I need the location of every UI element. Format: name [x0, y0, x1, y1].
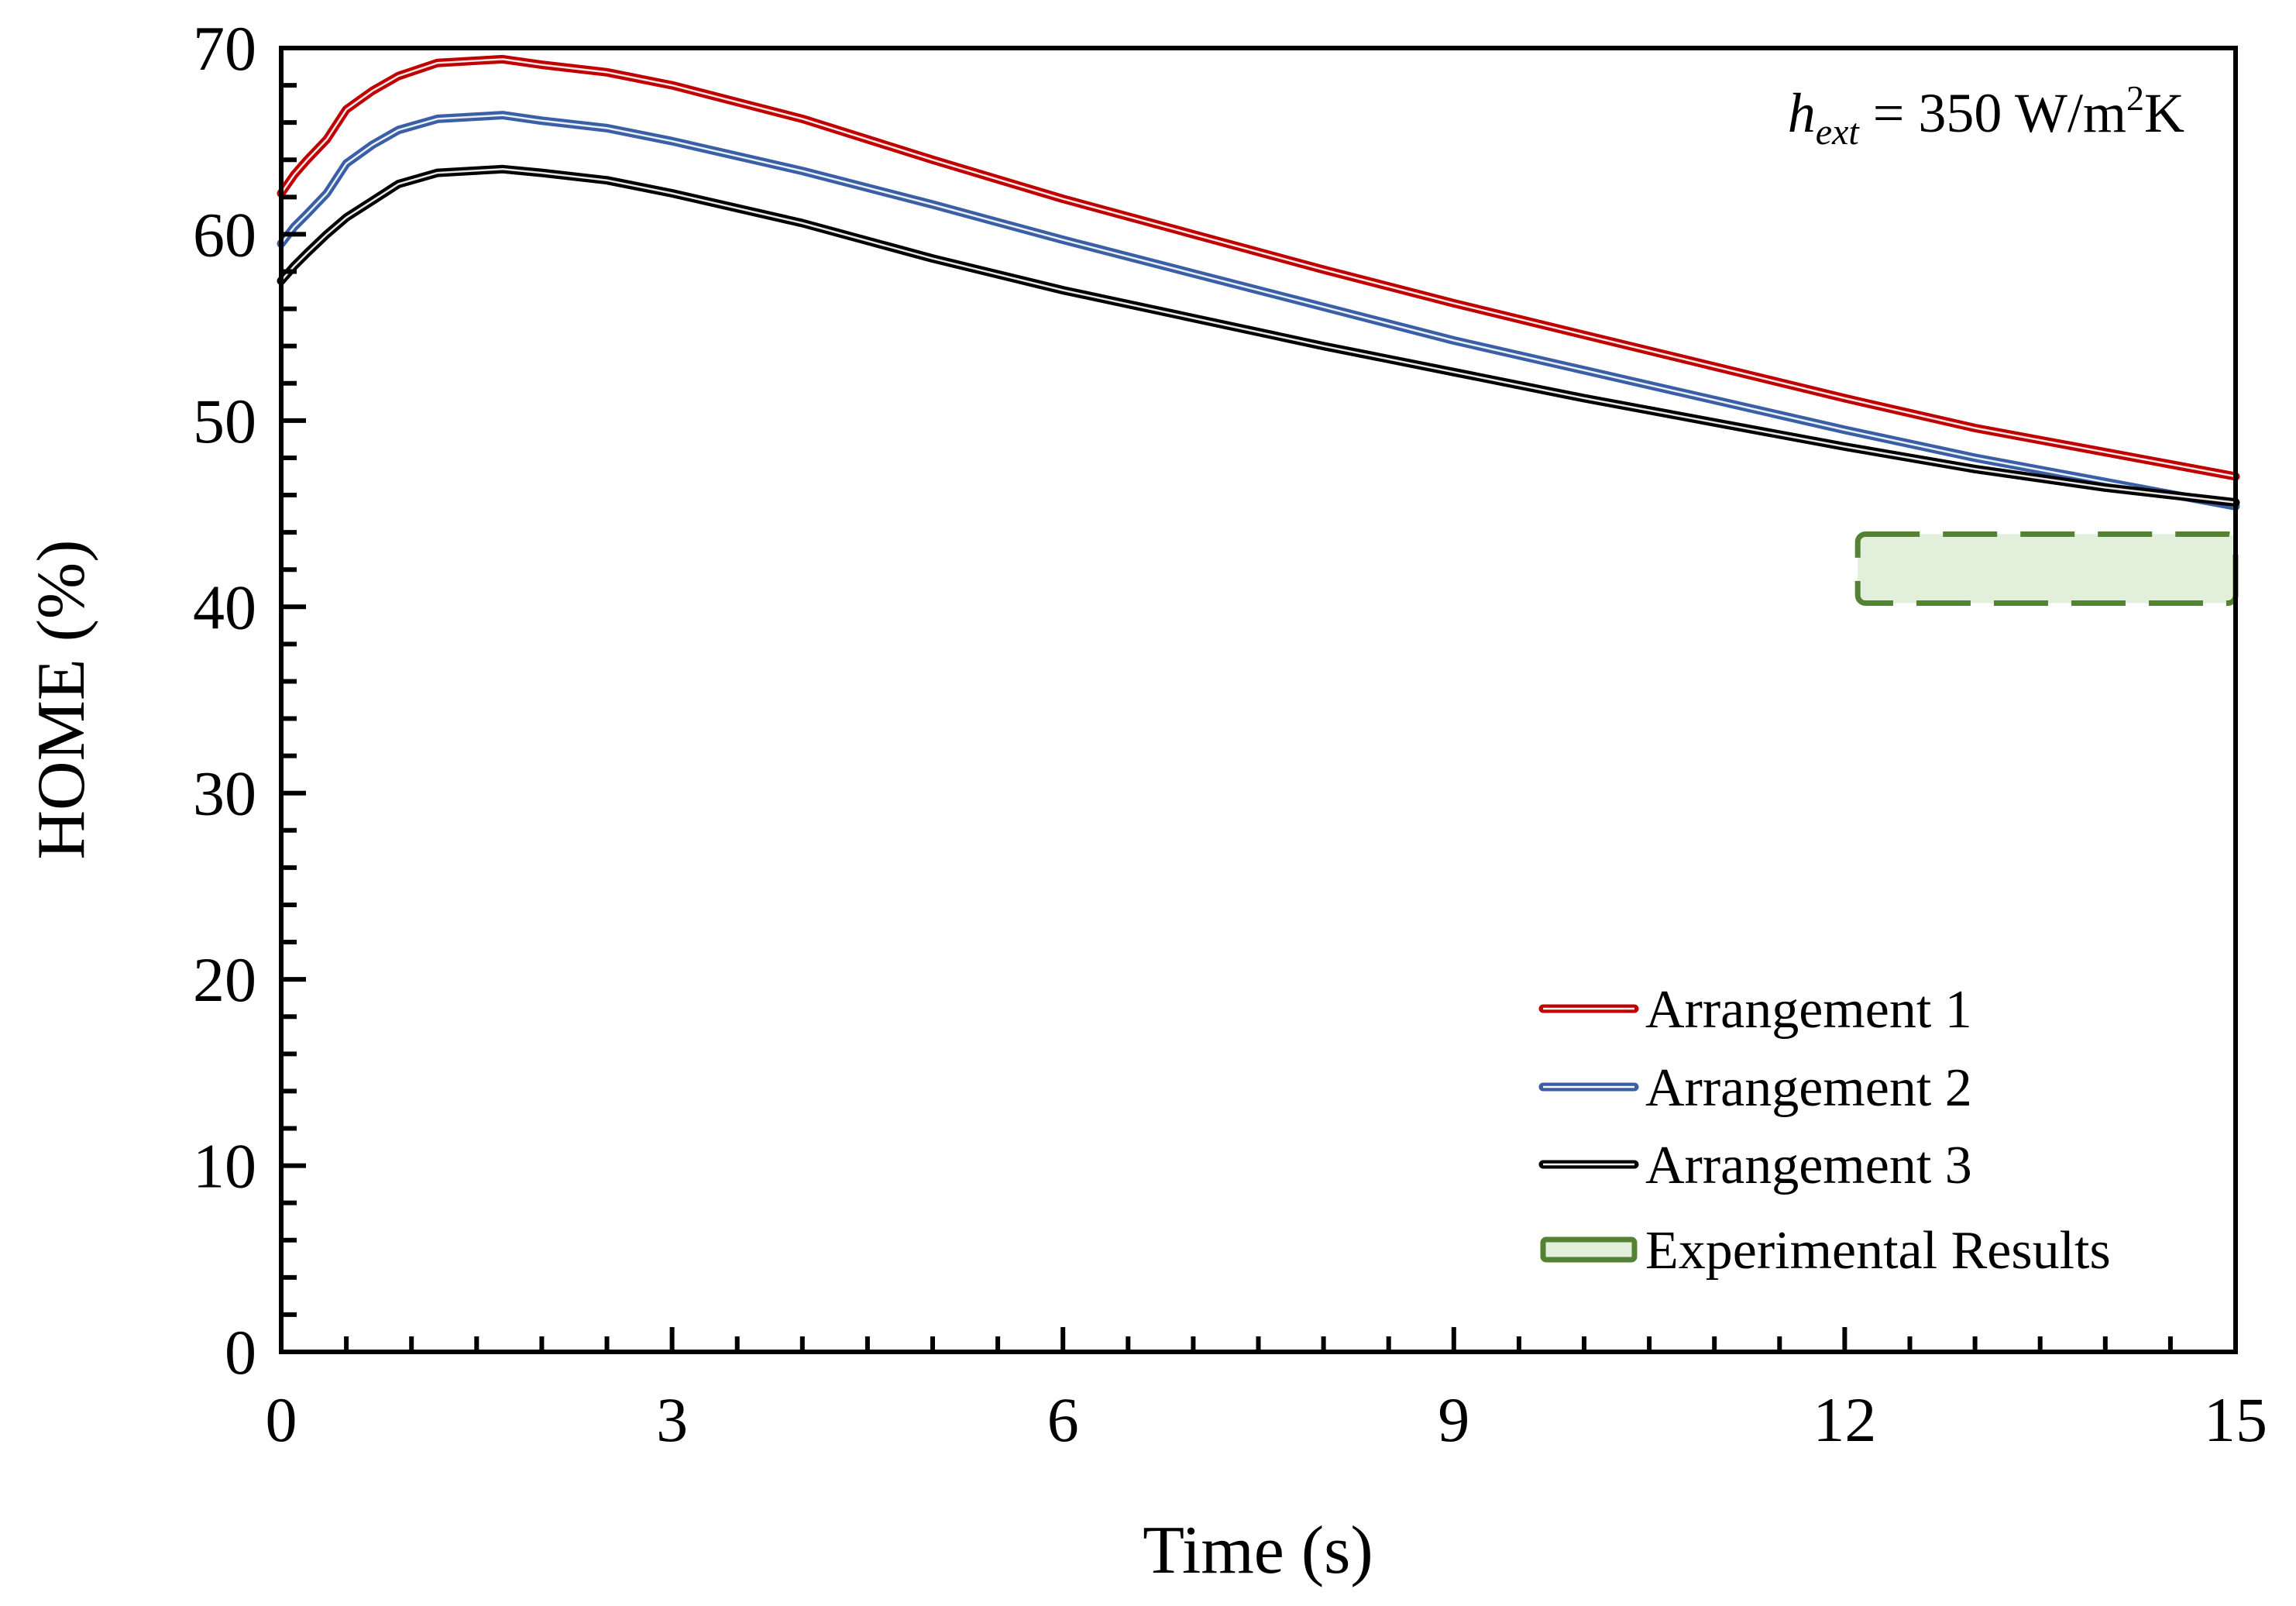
y-tick-label: 10	[193, 1131, 256, 1202]
y-tick-label: 40	[193, 572, 256, 642]
y-tick-label: 50	[193, 386, 256, 456]
x-tick-label: 6	[1047, 1384, 1079, 1455]
legend-swatch-experimental	[1540, 1236, 1638, 1263]
tick-labels-layer: 0 3 6 9 12 15 0 10 20 30 40 50 60 70	[193, 13, 2267, 1455]
series-line-highlight-1	[280, 58, 2237, 478]
experimental-layer	[1854, 531, 2239, 606]
legend-label-3: Arrangement 3	[1645, 1136, 1972, 1195]
x-tick-label: 15	[2204, 1384, 2267, 1455]
x-tick-label: 12	[1813, 1384, 1876, 1455]
legend-label-experimental: Experimental Results	[1645, 1221, 2111, 1281]
annotation-text: hext = 350 W/m2K	[1788, 78, 2184, 153]
series-1	[277, 54, 2240, 481]
y-tick-label: 0	[225, 1317, 256, 1388]
y-tick-label: 20	[193, 944, 256, 1015]
series-line-highlight-3	[280, 168, 2237, 504]
legend-label-2: Arrangement 2	[1645, 1058, 1972, 1118]
annotation-h: h	[1788, 82, 1816, 144]
series-3	[277, 164, 2240, 507]
ticks-layer	[279, 46, 2238, 1354]
series-layer	[277, 54, 2240, 511]
annotation-superscript: 2	[2126, 78, 2144, 118]
x-axis-title: Time (s)	[1143, 1513, 1373, 1588]
series-2	[277, 111, 2240, 511]
legend: Arrangement 1 Arrangement 2 Arrangement 3 E…	[1538, 980, 2111, 1281]
y-tick-label: 60	[193, 199, 256, 270]
experimental-results-box	[1854, 531, 2239, 606]
y-axis-title: HOME (%)	[24, 539, 99, 859]
x-tick-label: 9	[1438, 1384, 1469, 1455]
legend-label-1: Arrangement 1	[1645, 980, 1972, 1040]
annotation-subscript: ext	[1816, 112, 1861, 153]
annotation-value: = 350 W/m	[1859, 82, 2126, 144]
annotation-unit: K	[2144, 82, 2184, 144]
y-tick-label: 70	[193, 13, 256, 84]
x-tick-label: 0	[266, 1384, 297, 1455]
series-line-highlight-2	[280, 114, 2237, 507]
x-tick-label: 3	[656, 1384, 688, 1455]
y-tick-label: 30	[193, 758, 256, 829]
